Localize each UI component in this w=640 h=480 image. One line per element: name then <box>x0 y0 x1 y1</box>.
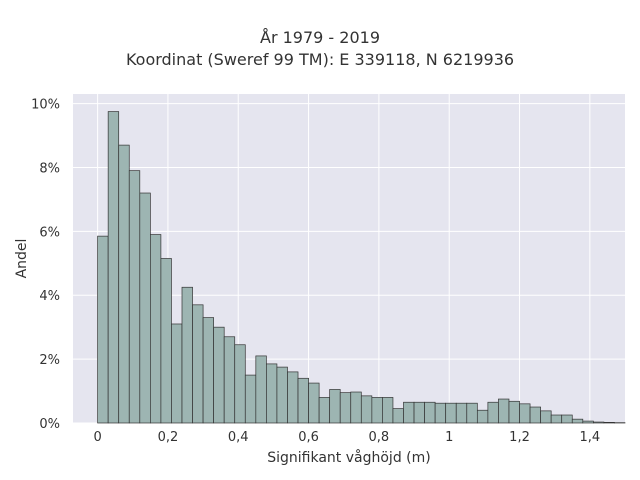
histogram-bar <box>593 421 605 424</box>
histogram-bar <box>413 401 425 424</box>
y-tick-label: 4% <box>39 289 60 304</box>
histogram-bar <box>287 371 299 424</box>
x-axis-title: Signifikant våghöjd (m) <box>267 449 430 466</box>
histogram-bar <box>424 401 436 424</box>
histogram-bar <box>255 355 267 424</box>
y-tick-label: 2% <box>39 353 60 368</box>
histogram-bar <box>519 403 531 424</box>
histogram-bar <box>97 235 109 424</box>
chart-title: År 1979 - 2019 <box>260 28 380 47</box>
histogram-bar <box>403 401 415 424</box>
histogram-bar <box>487 401 499 424</box>
histogram-bar <box>202 317 214 424</box>
histogram-bar <box>244 374 257 424</box>
histogram-bar <box>603 422 615 424</box>
histogram-bar <box>308 382 320 424</box>
histogram-bar <box>540 410 552 424</box>
histogram-bar <box>350 391 362 424</box>
histogram-bar <box>382 397 394 424</box>
histogram-bar <box>139 192 151 424</box>
histogram-bar <box>561 414 573 424</box>
histogram-bar <box>329 389 341 424</box>
x-axis-ticks: 0 0,2 0,4 0,6 0,8 1 1,2 1,4 <box>93 430 600 445</box>
y-tick-label: 10% <box>31 98 60 113</box>
histogram-bar <box>339 392 352 424</box>
histogram-bar <box>107 111 120 424</box>
histogram-bar <box>128 170 141 424</box>
histogram-bar <box>276 366 288 424</box>
x-tick-label: 1 <box>445 430 453 445</box>
histogram-bar <box>508 400 520 424</box>
histogram-bar <box>550 414 563 424</box>
histogram-bar <box>371 397 383 424</box>
histogram-bar <box>318 397 331 424</box>
histogram-bar <box>171 323 183 424</box>
histogram-bar <box>160 258 172 424</box>
histogram-bar <box>455 402 468 424</box>
histogram-bar <box>571 418 584 424</box>
histogram-bar <box>297 377 309 424</box>
histogram-bar <box>234 344 246 424</box>
y-tick-label: 6% <box>39 225 60 240</box>
x-tick-label: 0,8 <box>369 430 390 445</box>
x-tick-label: 0,6 <box>298 430 319 445</box>
histogram-bar <box>192 304 204 424</box>
histogram-bar <box>150 234 162 424</box>
histogram-bar <box>582 420 594 424</box>
x-tick-label: 0 <box>93 430 101 445</box>
y-axis-ticks: 0% 2% 4% 6% 8% 10% <box>31 98 60 432</box>
histogram-bar <box>445 402 457 424</box>
x-tick-label: 0,4 <box>228 430 249 445</box>
chart-subtitle: Koordinat (Sweref 99 TM): E 339118, N 62… <box>125 50 515 69</box>
histogram-bar <box>434 402 447 424</box>
histogram-bar <box>498 398 510 424</box>
histogram-bar <box>213 326 225 424</box>
histogram-bar <box>223 336 236 424</box>
histogram-bar <box>466 402 478 424</box>
x-tick-label: 0,2 <box>158 430 179 445</box>
histogram-bar <box>181 286 193 424</box>
x-tick-label: 1,4 <box>579 430 600 445</box>
histogram-bar <box>392 408 404 424</box>
y-tick-label: 0% <box>39 417 60 432</box>
histogram-bar <box>360 395 373 424</box>
histogram-bars <box>97 111 626 424</box>
x-tick-label: 1,2 <box>509 430 530 445</box>
histogram-bar <box>476 409 489 424</box>
histogram-bar <box>118 144 130 424</box>
histogram-bar <box>529 406 541 424</box>
y-tick-label: 8% <box>39 161 60 176</box>
histogram-bar <box>266 363 278 424</box>
y-axis-title: Andel <box>14 239 30 279</box>
